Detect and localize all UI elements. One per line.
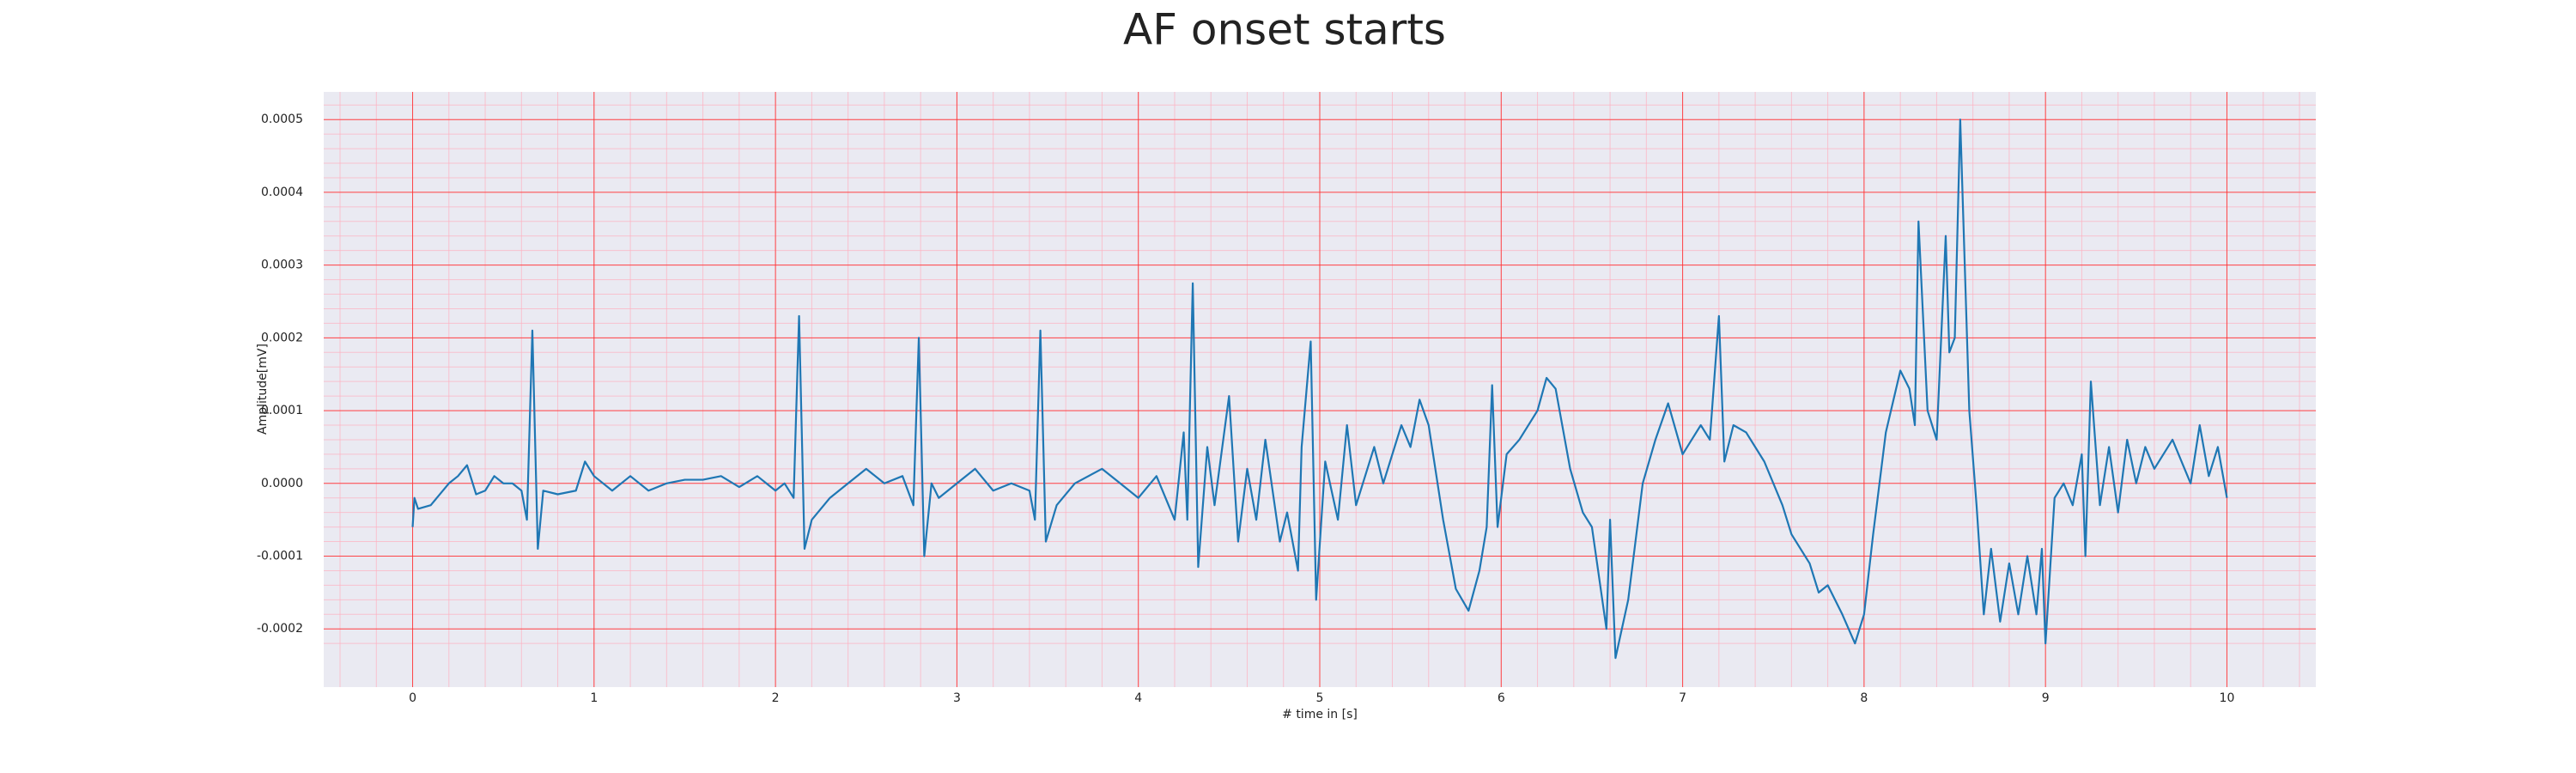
x-tick-label: 9 (2042, 691, 2050, 705)
x-tick-label: 5 (1316, 691, 1324, 705)
x-tick-label: 1 (590, 691, 598, 705)
line-series (411, 119, 2228, 660)
y-tick-label: 0.0001 (261, 404, 303, 417)
y-tick-label: 0.0000 (261, 477, 303, 490)
y-tick-label: -0.0002 (257, 622, 303, 636)
x-tick-label: 3 (953, 691, 961, 705)
x-axis-label: # time in [s] (1282, 708, 1358, 721)
x-tick-label: 6 (1498, 691, 1505, 705)
x-tick-label: 4 (1134, 691, 1142, 705)
x-tick-label: 0 (409, 691, 416, 705)
x-tick-label: 7 (1679, 691, 1686, 705)
y-tick-label: 0.0002 (261, 331, 303, 344)
x-tick-label: 8 (1860, 691, 1868, 705)
y-tick-label: 0.0004 (261, 186, 303, 199)
chart-title: AF onset starts (1123, 5, 1446, 55)
x-tick-label: 2 (772, 691, 780, 705)
y-tick-label: -0.0001 (257, 550, 303, 563)
x-tick-label: 10 (2220, 691, 2235, 705)
y-tick-label: 0.0003 (261, 259, 303, 272)
y-axis-label: Amplitude[mV] (256, 344, 270, 435)
y-tick-label: 0.0005 (261, 113, 303, 126)
